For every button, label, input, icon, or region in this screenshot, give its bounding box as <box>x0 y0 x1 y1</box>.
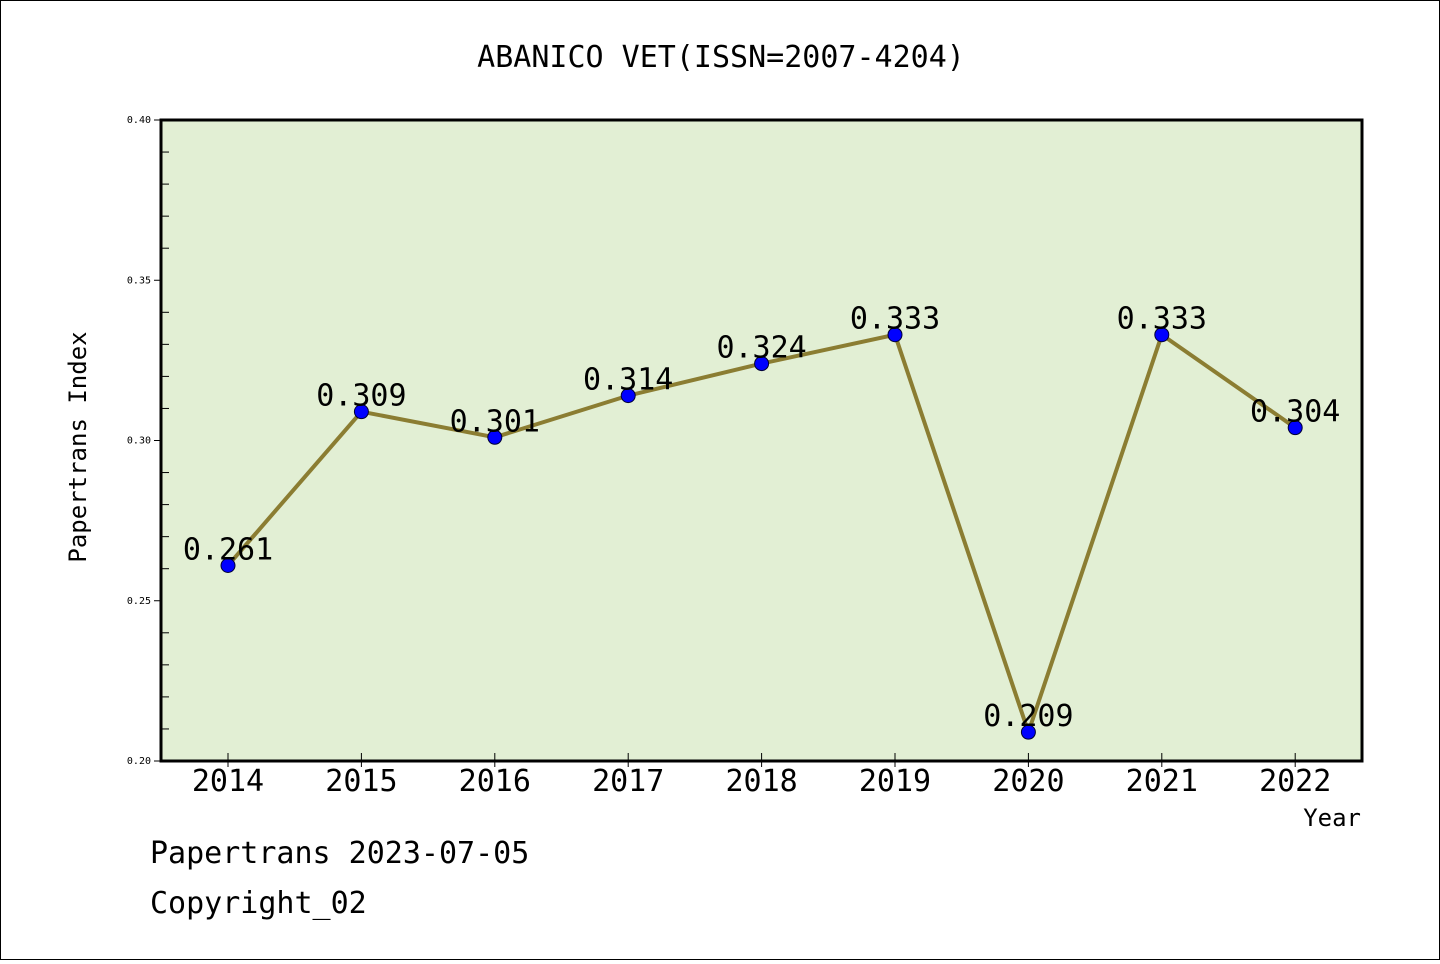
y-tick-label: 0.25 <box>127 596 151 607</box>
data-label: 0.309 <box>316 379 406 414</box>
x-axis: 2014 2015 2016 2017 2018 2019 2020 2021 2022 <box>192 753 1331 799</box>
data-series: 0.261 0.309 0.301 0.314 0.324 0.333 0.209 0.333… <box>183 302 1340 740</box>
y-axis-label: Papertrans Index <box>64 331 92 562</box>
y-tick-label: 0.35 <box>127 275 151 286</box>
x-tick-label: 2014 <box>192 764 264 799</box>
x-tick-label: 2021 <box>1126 764 1198 799</box>
data-label: 0.209 <box>983 699 1073 734</box>
data-label: 0.304 <box>1250 395 1340 430</box>
data-label: 0.314 <box>583 363 673 398</box>
x-tick-label: 2016 <box>459 764 531 799</box>
x-tick-label: 2019 <box>859 764 931 799</box>
y-tick-label: 0.30 <box>127 436 151 447</box>
data-point <box>353 404 369 420</box>
data-label: 0.333 <box>850 302 940 337</box>
data-point <box>487 429 503 445</box>
y-tick-label: 0.20 <box>127 756 151 767</box>
data-point <box>620 388 636 404</box>
data-label: 0.301 <box>450 404 540 439</box>
x-tick-label: 2017 <box>592 764 664 799</box>
x-axis-label: Year <box>1303 804 1361 832</box>
data-point <box>220 557 236 573</box>
plot-area <box>159 118 1364 763</box>
chart-title: ABANICO VET(ISSN=2007-4204) <box>477 40 965 75</box>
y-axis: 0.20 0.25 0.30 0.35 0.40 <box>127 115 169 767</box>
x-tick-label: 2015 <box>325 764 397 799</box>
data-point <box>887 327 903 343</box>
data-label: 0.333 <box>1117 302 1207 337</box>
data-point <box>1154 327 1170 343</box>
x-tick-label: 2022 <box>1259 764 1331 799</box>
y-tick-label: 0.40 <box>127 115 151 126</box>
data-label: 0.261 <box>183 532 273 567</box>
data-point <box>1020 724 1036 740</box>
data-point <box>754 356 770 372</box>
data-label: 0.324 <box>716 331 806 366</box>
footer-source: Papertrans 2023-07-05 <box>150 836 530 871</box>
footer-copyright: Copyright_02 <box>150 886 367 921</box>
data-point <box>1287 420 1303 436</box>
x-tick-label: 2020 <box>992 764 1064 799</box>
x-tick-label: 2018 <box>725 764 797 799</box>
